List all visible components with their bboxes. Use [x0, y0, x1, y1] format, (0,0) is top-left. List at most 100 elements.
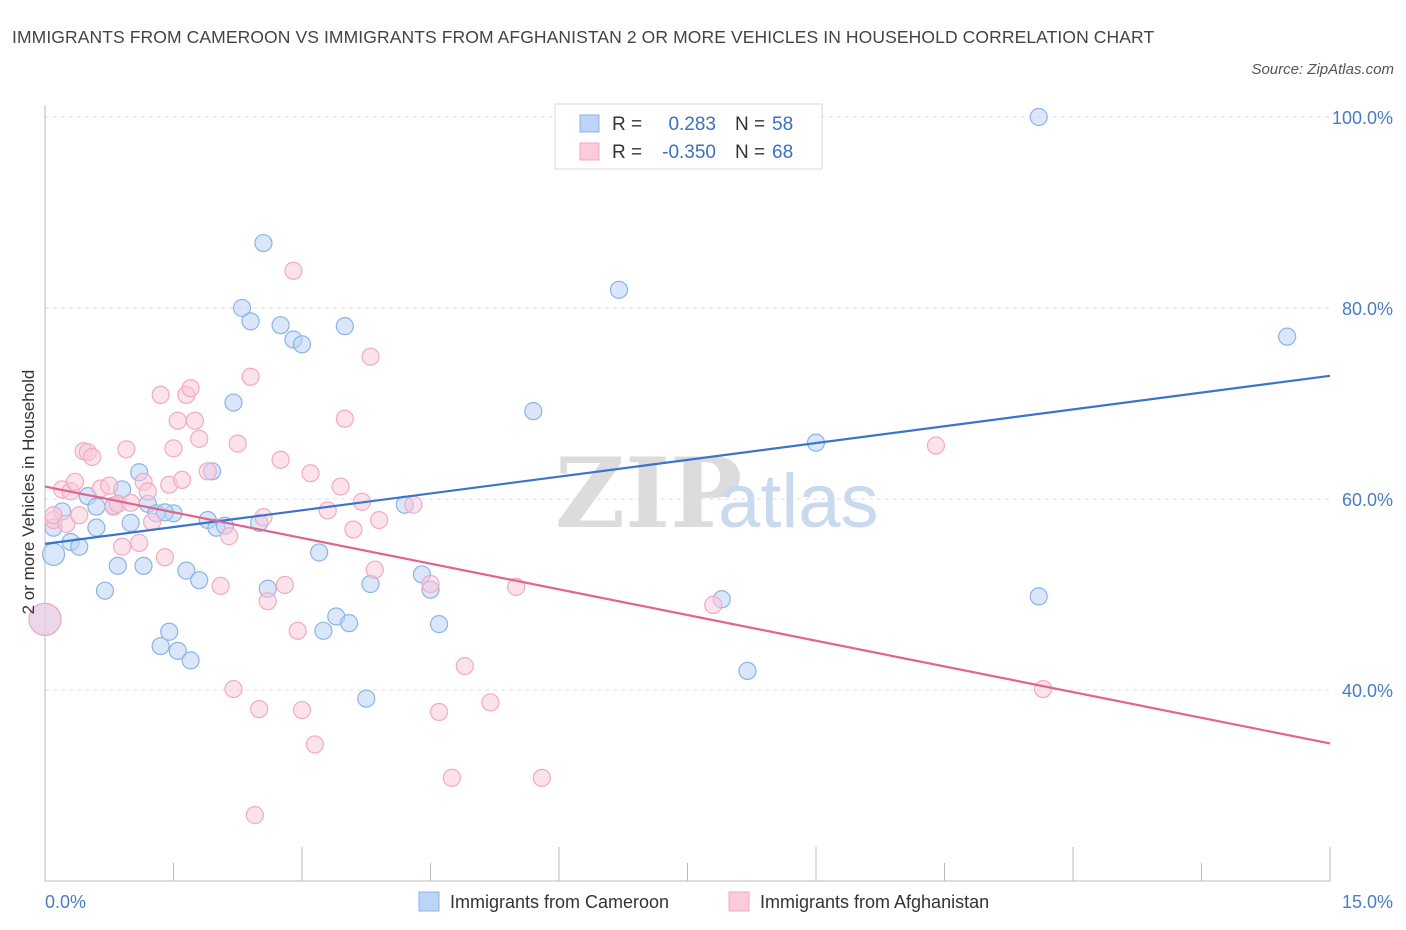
legend-r-value-cameroon: 0.283	[668, 114, 716, 135]
point-afghanistan-52	[361, 347, 380, 366]
point-afghanistan-14	[112, 537, 132, 556]
point-afghanistan-26	[172, 470, 192, 489]
point-afghanistan-66	[245, 806, 264, 825]
point-afghanistan-28	[181, 379, 200, 398]
legend-r-label-cameroon: R =	[612, 114, 642, 135]
point-cameroon-6	[87, 518, 106, 537]
point-afghanistan-1	[44, 506, 63, 525]
point-cameroon-17	[160, 622, 179, 641]
point-afghanistan-29	[185, 411, 205, 430]
point-afghanistan-25	[168, 411, 187, 430]
point-afghanistan-58	[442, 768, 462, 787]
bottom-legend: Immigrants from Cameroon Immigrants from…	[418, 891, 989, 912]
point-afghanistan-19	[138, 482, 157, 501]
trend-lines	[44, 374, 1331, 745]
point-cameroon-56	[87, 497, 106, 516]
point-afghanistan-3	[57, 514, 76, 533]
point-cameroon-33	[271, 316, 290, 335]
point-afghanistan-32	[211, 576, 230, 596]
point-afghanistan-31	[198, 462, 217, 481]
point-afghanistan-60	[481, 693, 500, 712]
point-cameroon-20	[177, 561, 196, 580]
point-cameroon-36	[310, 543, 329, 562]
point-afghanistan-9	[83, 447, 102, 467]
point-cameroon-50	[738, 661, 757, 681]
bottom-legend-swatch-afghanistan	[728, 891, 750, 912]
point-afghanistan-54	[370, 510, 389, 530]
watermark-zip: ZIP	[555, 437, 742, 550]
bottom-legend-swatch-cameroon	[418, 891, 440, 912]
point-afghanistan-47	[318, 501, 337, 520]
y-tick-label-0: 100.0%	[1332, 108, 1393, 128]
point-afghanistan-50	[344, 520, 363, 539]
point-cameroon-13	[134, 556, 153, 575]
point-afghanistan-15	[117, 440, 136, 459]
data-points	[28, 107, 1297, 825]
point-afghanistan-62	[532, 768, 551, 787]
watermark: ZIP atlas	[555, 437, 879, 550]
y-tick-label-1: 80.0%	[1342, 299, 1393, 319]
point-cameroon-22	[190, 571, 209, 590]
point-afghanistan-53	[365, 560, 384, 579]
point-cameroon-11	[121, 513, 140, 532]
bottom-legend-label-afghanistan: Immigrants from Afghanistan	[760, 892, 989, 912]
point-afghanistan-49	[335, 409, 354, 428]
point-afghanistan-35	[228, 434, 247, 453]
legend-n-label-cameroon: N =	[735, 114, 765, 135]
point-cameroon-31	[254, 233, 273, 253]
point-cameroon-7	[95, 581, 115, 600]
point-afghanistan-56	[421, 574, 440, 594]
legend-n-label-afghanistan: N =	[735, 142, 765, 163]
point-cameroon-54	[1278, 327, 1297, 346]
trend-line-cameroon	[44, 374, 1331, 545]
axes	[44, 105, 1331, 882]
point-afghanistan-30	[190, 429, 209, 448]
point-afghanistan-44	[292, 700, 312, 720]
watermark-atlas: atlas	[718, 459, 879, 544]
chart-title: IMMIGRANTS FROM CAMEROON VS IMMIGRANTS F…	[12, 27, 1155, 47]
point-afghanistan-11	[100, 476, 119, 495]
y-tick-label-2: 60.0%	[1342, 490, 1393, 510]
point-afghanistan-45	[301, 464, 320, 483]
point-afghanistan-46	[305, 735, 324, 754]
legend-swatch-cameroon	[579, 114, 600, 133]
bottom-legend-label-cameroon: Immigrants from Cameroon	[450, 892, 669, 912]
point-afghanistan-24	[164, 439, 183, 458]
point-cameroon-19	[168, 641, 187, 660]
point-cameroon-0	[41, 542, 66, 566]
point-afghanistan-48	[331, 477, 350, 496]
x-tick-label-right: 15.0%	[1342, 892, 1393, 912]
point-afghanistan-21	[151, 385, 170, 405]
point-afghanistan-34	[224, 679, 243, 699]
legend-n-value-cameroon: 58	[772, 114, 793, 135]
point-cameroon-47	[524, 402, 543, 421]
legend-r-label-afghanistan: R =	[612, 142, 642, 163]
point-cameroon-27	[224, 393, 243, 412]
y-tick-label-3: 40.0%	[1342, 681, 1393, 701]
point-cameroon-35	[292, 335, 312, 354]
point-afghanistan-43	[288, 621, 307, 640]
point-afghanistan-33	[220, 527, 239, 546]
point-cameroon-28	[232, 298, 252, 318]
point-afghanistan-63	[704, 595, 723, 615]
point-cameroon-37	[314, 621, 333, 640]
point-cameroon-53	[1029, 587, 1048, 606]
point-cameroon-29	[241, 312, 260, 331]
point-afghanistan-67	[28, 602, 62, 636]
point-afghanistan-64	[926, 436, 946, 455]
legend-r-value-afghanistan: -0.350	[662, 142, 716, 163]
legend-swatch-afghanistan	[579, 142, 600, 161]
point-afghanistan-59	[455, 657, 474, 676]
point-afghanistan-41	[275, 575, 294, 595]
x-tick-label-left: 0.0%	[45, 892, 86, 912]
point-cameroon-52	[1029, 107, 1048, 127]
point-afghanistan-42	[284, 261, 303, 280]
point-cameroon-40	[340, 614, 359, 633]
point-afghanistan-22	[155, 548, 175, 567]
point-cameroon-46	[429, 615, 449, 634]
point-cameroon-48	[609, 280, 629, 299]
point-cameroon-41	[357, 689, 376, 708]
point-afghanistan-20	[142, 512, 162, 532]
point-afghanistan-37	[250, 699, 269, 719]
